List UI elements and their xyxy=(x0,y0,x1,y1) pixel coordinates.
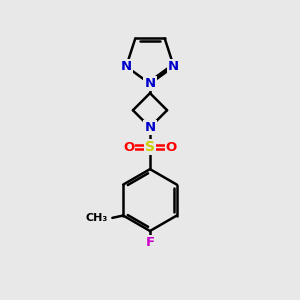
Text: N: N xyxy=(168,60,179,73)
Text: F: F xyxy=(146,236,154,249)
Text: O: O xyxy=(123,141,134,154)
Text: N: N xyxy=(121,60,132,73)
Text: O: O xyxy=(166,141,177,154)
Text: N: N xyxy=(144,121,156,134)
Text: S: S xyxy=(145,140,155,154)
Text: N: N xyxy=(144,77,156,90)
Text: CH₃: CH₃ xyxy=(86,213,108,223)
